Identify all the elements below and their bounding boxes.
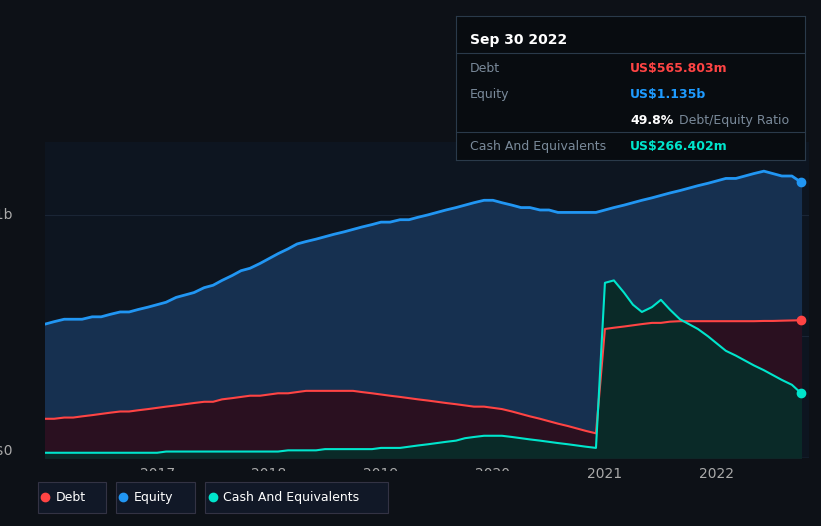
FancyBboxPatch shape	[205, 482, 388, 513]
Text: Debt: Debt	[470, 62, 500, 75]
Text: Sep 30 2022: Sep 30 2022	[470, 33, 566, 47]
Text: Cash And Equivalents: Cash And Equivalents	[223, 491, 360, 503]
Text: Equity: Equity	[134, 491, 173, 503]
Text: US$1.135b: US$1.135b	[631, 88, 706, 101]
Text: 49.8%: 49.8%	[631, 114, 673, 127]
Text: US$565.803m: US$565.803m	[631, 62, 727, 75]
FancyBboxPatch shape	[116, 482, 195, 513]
Text: Cash And Equivalents: Cash And Equivalents	[470, 140, 606, 153]
FancyBboxPatch shape	[38, 482, 106, 513]
Text: Debt/Equity Ratio: Debt/Equity Ratio	[676, 114, 790, 127]
Text: US$0: US$0	[0, 443, 13, 458]
Text: Debt: Debt	[56, 491, 86, 503]
Text: Equity: Equity	[470, 88, 509, 101]
Text: US$266.402m: US$266.402m	[631, 140, 728, 153]
Text: US$1b: US$1b	[0, 208, 13, 222]
